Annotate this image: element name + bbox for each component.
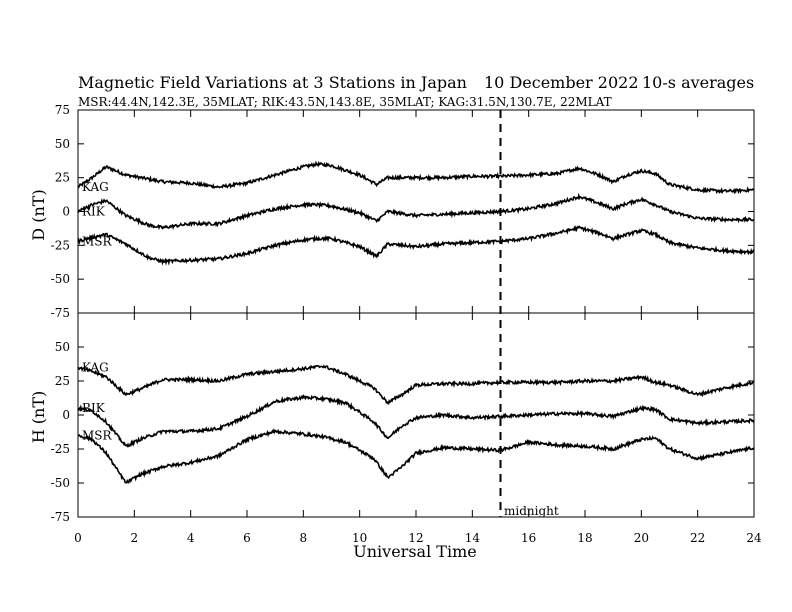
series-line-kag [77, 160, 755, 195]
chart-date: 10 December 2022 [484, 73, 639, 92]
y-axis-label-d: D (nT) [29, 189, 48, 240]
x-tick-label: 6 [243, 531, 251, 545]
y-tick-label: 50 [55, 340, 70, 354]
y-tick-label: 25 [55, 171, 70, 185]
x-axis-label: Universal Time [353, 542, 476, 561]
y-tick-label: 0 [62, 205, 70, 219]
y-tick-label: -25 [51, 442, 70, 456]
y-axis-label-h: H (nT) [29, 391, 48, 444]
series-label-rik: RIK [82, 401, 106, 415]
x-tick-label: 18 [577, 531, 592, 545]
chart-subtitle: MSR:44.4N,142.3E, 35MLAT; RIK:43.5N,143.… [78, 95, 612, 109]
x-tick-label: 0 [74, 531, 82, 545]
x-tick-label: 22 [690, 531, 705, 545]
x-tick-label: 16 [521, 531, 536, 545]
chart-averaging: 10-s averages [642, 73, 754, 92]
series-line-kag [77, 364, 754, 405]
series-label-kag: KAG [82, 360, 109, 374]
y-tick-label: -75 [51, 510, 70, 524]
series-label-rik: RIK [82, 205, 106, 219]
chart-title: Magnetic Field Variations at 3 Stations … [78, 73, 467, 92]
midnight-label: midnight [504, 504, 559, 518]
y-tick-label: 50 [55, 137, 70, 151]
x-tick-label: 10 [352, 531, 367, 545]
y-tick-label: -25 [51, 238, 70, 252]
series-label-kag: KAG [82, 180, 109, 194]
x-tick-label: 14 [465, 531, 481, 545]
plot-area: 75 50 25 0 -25 -50 -75 KAG RIK MSR 50 25 0 -25 -50 -75 K… [51, 103, 762, 545]
y-tick-label: -75 [51, 306, 70, 320]
x-tick-label: 24 [746, 531, 762, 545]
x-tick-label: 4 [187, 531, 195, 545]
y-tick-label: 75 [55, 103, 70, 117]
y-tick-label: 0 [62, 408, 70, 422]
y-tick-label: -50 [51, 272, 70, 286]
x-tick-label: 12 [408, 531, 423, 545]
series-label-msr: MSR [82, 234, 113, 248]
y-tick-label: -50 [51, 476, 70, 490]
series-line-msr [77, 428, 755, 484]
panel-frame-0 [77, 109, 755, 314]
y-tick-label: 25 [55, 374, 70, 388]
series-label-msr: MSR [82, 428, 113, 442]
panel-frame-1 [77, 312, 755, 518]
series-line-rik [77, 192, 755, 231]
series-line-rik [77, 394, 755, 448]
x-tick-label: 8 [300, 531, 308, 545]
series-line-msr [77, 225, 755, 266]
x-tick-label: 2 [131, 531, 139, 545]
x-tick-label: 20 [634, 531, 649, 545]
